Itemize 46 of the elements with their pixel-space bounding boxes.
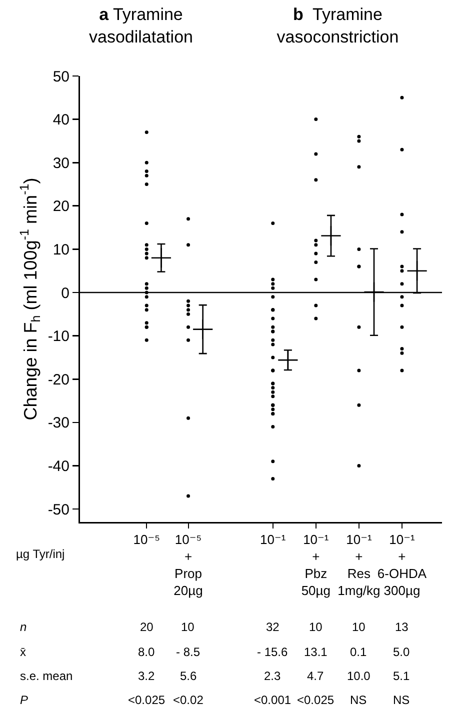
x-tick-label: 10⁻¹ [260,532,286,548]
y-tick-label: 40 [52,112,70,129]
y-tick-label: -40 [48,458,70,475]
text: n [20,620,27,634]
x-tick-label: 10⁻⁵ [133,532,160,548]
text: NS [393,693,410,707]
text: <0.025 [297,693,334,707]
text: 10.0 [347,669,371,683]
y-tick-label: 50 [52,68,70,86]
data-label: 13.1 [304,645,328,659]
text: NS [350,693,367,707]
data-label: 5.0 [393,645,410,659]
text: 10 [309,620,323,634]
y-tick-label: -50 [48,501,70,518]
y-tick-label: 10 [52,241,70,258]
y-tick-label: -30 [48,414,70,432]
text: 4.7 [307,669,324,683]
text: s.e. mean [20,669,73,683]
y-tick-label: -20 [48,371,70,388]
x-tick-label: 10⁻⁵ + Prop 20µg [174,532,203,598]
text: 10 [181,620,195,634]
text: <0.02 [173,693,204,707]
text: 10 [352,620,366,634]
data-label: - 15.6 [257,645,288,659]
data-label: 0.1 [350,645,368,659]
text: P [20,693,28,707]
text: 20 [140,620,154,634]
text: 3.2 [138,669,156,683]
y-tick-label: -10 [48,328,70,346]
text: 13 [395,620,409,634]
text: <0.001 [254,693,292,707]
y-tick-label: 30 [52,154,70,172]
text: 32 [266,620,280,634]
text: <0.025 [128,693,166,707]
x-axis-title: µg Tyr/inj [16,547,65,561]
text: 5.6 [180,669,198,683]
chart-title: b Tyramine vasoconstriction [276,5,399,46]
x-tick-label: 10⁻¹ + Pbz 50µg [301,532,331,598]
data-label: 8.0 [138,645,156,659]
y-tick-label: 0 [61,284,70,302]
text: x̄ [20,645,26,659]
y-tick-label: 20 [52,198,70,216]
chart-title: a Tyramine vasodilatation [89,5,193,46]
data-label: - 8.5 [176,645,200,659]
text: 2.3 [264,669,282,683]
text: 5.1 [393,669,410,683]
